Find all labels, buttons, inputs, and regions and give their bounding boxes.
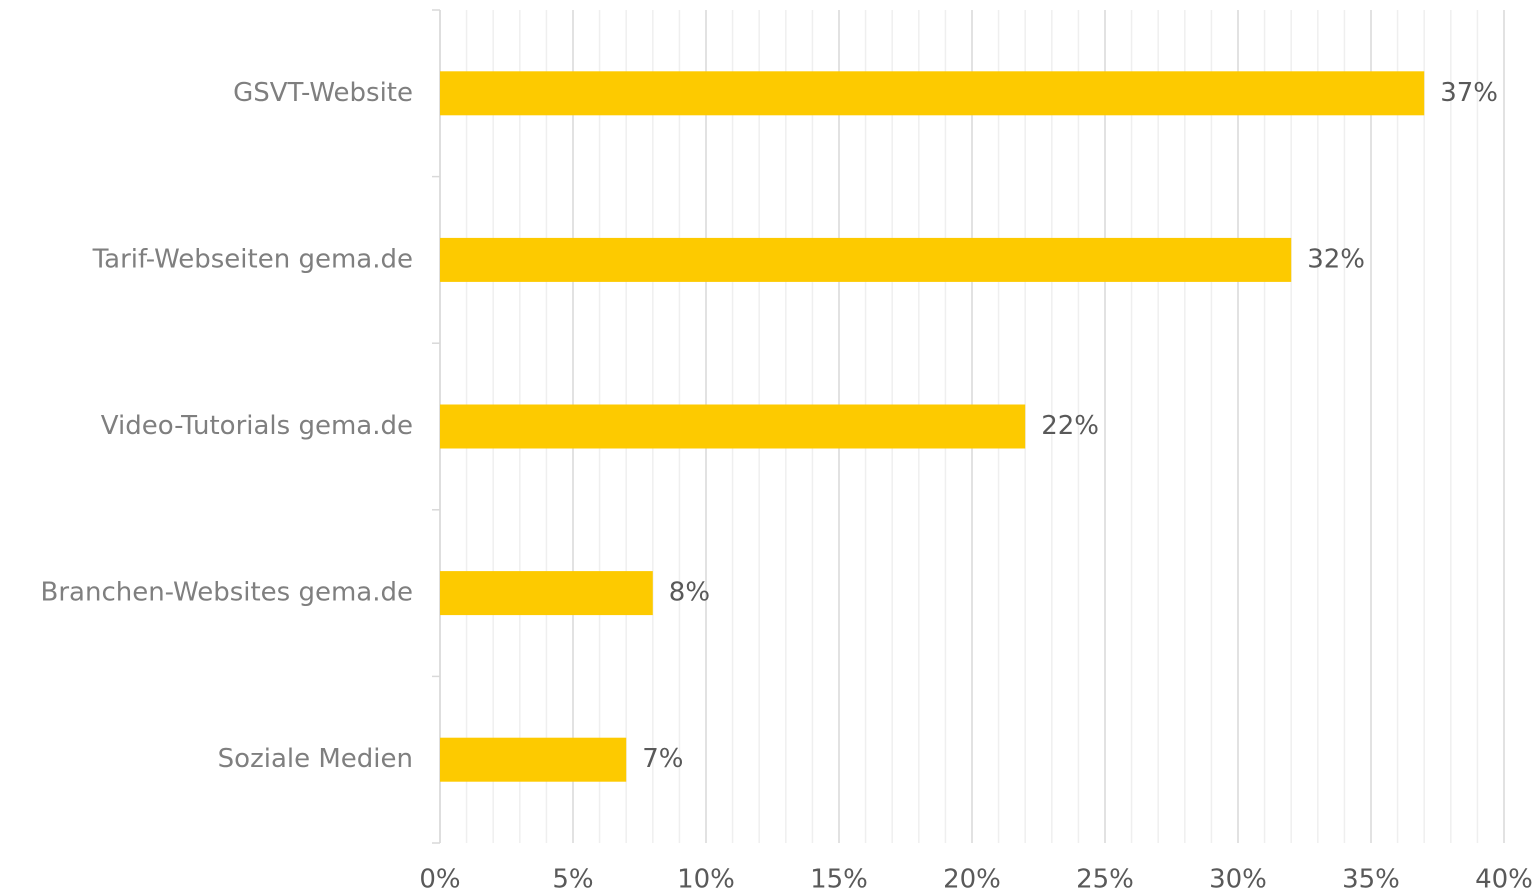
value-label: 8%	[669, 578, 710, 608]
bar	[440, 737, 627, 782]
category-label: Tarif-Webseiten gema.de	[92, 244, 413, 274]
x-tick-label: 25%	[1076, 865, 1134, 893]
x-tick-label: 30%	[1209, 865, 1267, 893]
category-label: Branchen-Websites gema.de	[41, 578, 414, 608]
bar	[440, 571, 653, 616]
x-tick-label: 5%	[552, 865, 593, 893]
category-label: Soziale Medien	[218, 744, 413, 774]
value-label: 7%	[642, 744, 683, 774]
category-label: Video-Tutorials gema.de	[101, 411, 413, 441]
value-label: 37%	[1440, 78, 1498, 108]
value-label: 32%	[1307, 244, 1365, 274]
x-tick-label: 40%	[1475, 865, 1533, 893]
x-tick-label: 35%	[1342, 865, 1400, 893]
value-label: 22%	[1041, 411, 1099, 441]
bar	[440, 237, 1292, 282]
bar	[440, 71, 1425, 116]
category-label: GSVT-Website	[233, 78, 413, 108]
x-tick-label: 20%	[943, 865, 1001, 893]
x-tick-label: 0%	[419, 865, 460, 893]
x-tick-label: 15%	[810, 865, 868, 893]
bar	[440, 404, 1026, 449]
x-tick-label: 10%	[677, 865, 735, 893]
